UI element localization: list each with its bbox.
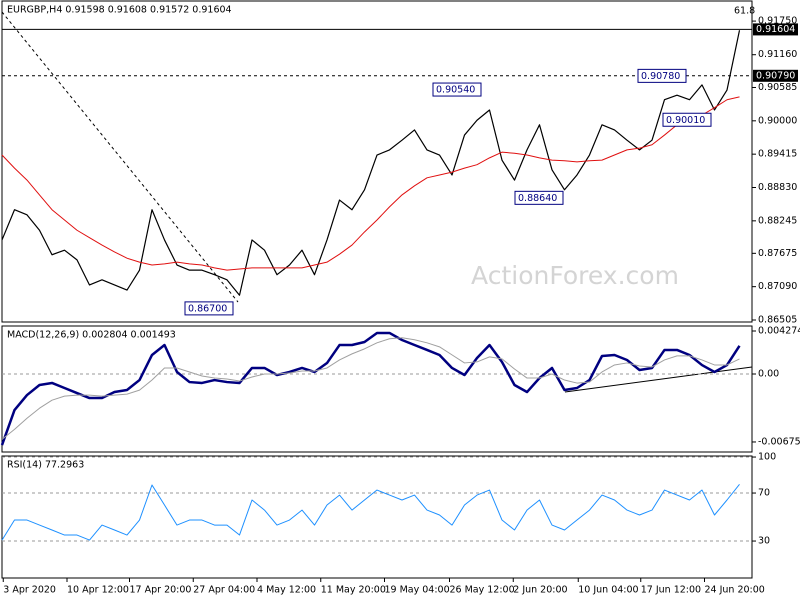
- fib-label: 61.8: [734, 6, 755, 17]
- x-tick-label: 10 Jun 04:00: [578, 585, 638, 596]
- x-tick-label: 11 May 20:00: [321, 585, 386, 596]
- y-tick-label: 0.89415: [758, 149, 797, 160]
- annotation-label: 0.88640: [518, 193, 557, 204]
- x-tick-label: 24 Jun 20:00: [705, 585, 765, 596]
- panel: [1, 325, 753, 453]
- annotation-box: [637, 68, 687, 83]
- series-line: [1, 96, 740, 271]
- y-tick-label: 0.88830: [758, 182, 797, 193]
- x-tick-label: 17 Apr 20:00: [130, 585, 192, 596]
- series-line: [1, 483, 740, 541]
- y-tick-label: -0.006753: [758, 436, 800, 447]
- price-label-box: [753, 23, 798, 36]
- x-tick-label: 17 Jun 12:00: [641, 585, 701, 596]
- panel-title: RSI(14) 77.2963: [7, 460, 84, 471]
- price-label-box: [753, 69, 798, 82]
- annotation-box: [184, 301, 234, 316]
- x-tick-label: 27 Apr 04:00: [193, 585, 255, 596]
- x-tick-label: 2 Jun 20:00: [513, 585, 567, 596]
- y-tick-label: 0.91750: [758, 16, 797, 27]
- fib-line: [1, 11, 239, 303]
- annotation-label: 0.90010: [666, 115, 705, 126]
- series-line: [0, 331, 741, 446]
- y-tick-label: 30: [758, 536, 770, 547]
- macd-trend-line: [564, 366, 753, 393]
- y-tick-label: 70: [758, 488, 770, 499]
- price-label: 0.90790: [756, 70, 795, 81]
- series-line: [1, 30, 741, 296]
- x-tick-label: 10 Apr 12:00: [67, 585, 129, 596]
- annotation-box: [514, 190, 564, 205]
- annotation-box: [662, 112, 712, 127]
- y-tick-label: 0.004274: [758, 325, 800, 336]
- series-line: [1, 337, 740, 440]
- annotation-box: [432, 82, 482, 97]
- y-tick-label: 0.90000: [758, 115, 797, 126]
- x-tick-label: 26 May 12:00: [450, 585, 515, 596]
- y-tick-label: 100: [758, 452, 776, 463]
- panel: [1, 455, 753, 579]
- price-label: 0.91604: [756, 24, 795, 35]
- annotation-label: 0.90540: [436, 85, 475, 96]
- y-tick-label: 0.00: [758, 369, 779, 380]
- y-tick-label: 0.87090: [758, 281, 797, 292]
- y-tick-label: 0.91160: [758, 49, 797, 60]
- y-tick-label: 0.87675: [758, 248, 797, 259]
- panel-title: MACD(12,26,9) 0.002804 0.001493: [7, 330, 176, 341]
- y-tick-label: 0.90585: [758, 82, 797, 93]
- y-tick-label: 0.88245: [758, 215, 797, 226]
- x-tick-label: 4 May 12:00: [257, 585, 316, 596]
- x-tick-label: 19 May 04:00: [385, 585, 450, 596]
- x-tick-label: 3 Apr 2020: [3, 585, 56, 596]
- annotation-label: 0.86700: [188, 303, 227, 314]
- annotation-label: 0.90780: [641, 71, 680, 82]
- panel: [1, 0, 753, 323]
- y-tick-label: 0.86505: [758, 315, 797, 326]
- watermark: ActionForex.com: [471, 261, 679, 290]
- panel-title: EURGBP,H4 0.91598 0.91608 0.91572 0.9160…: [7, 5, 232, 16]
